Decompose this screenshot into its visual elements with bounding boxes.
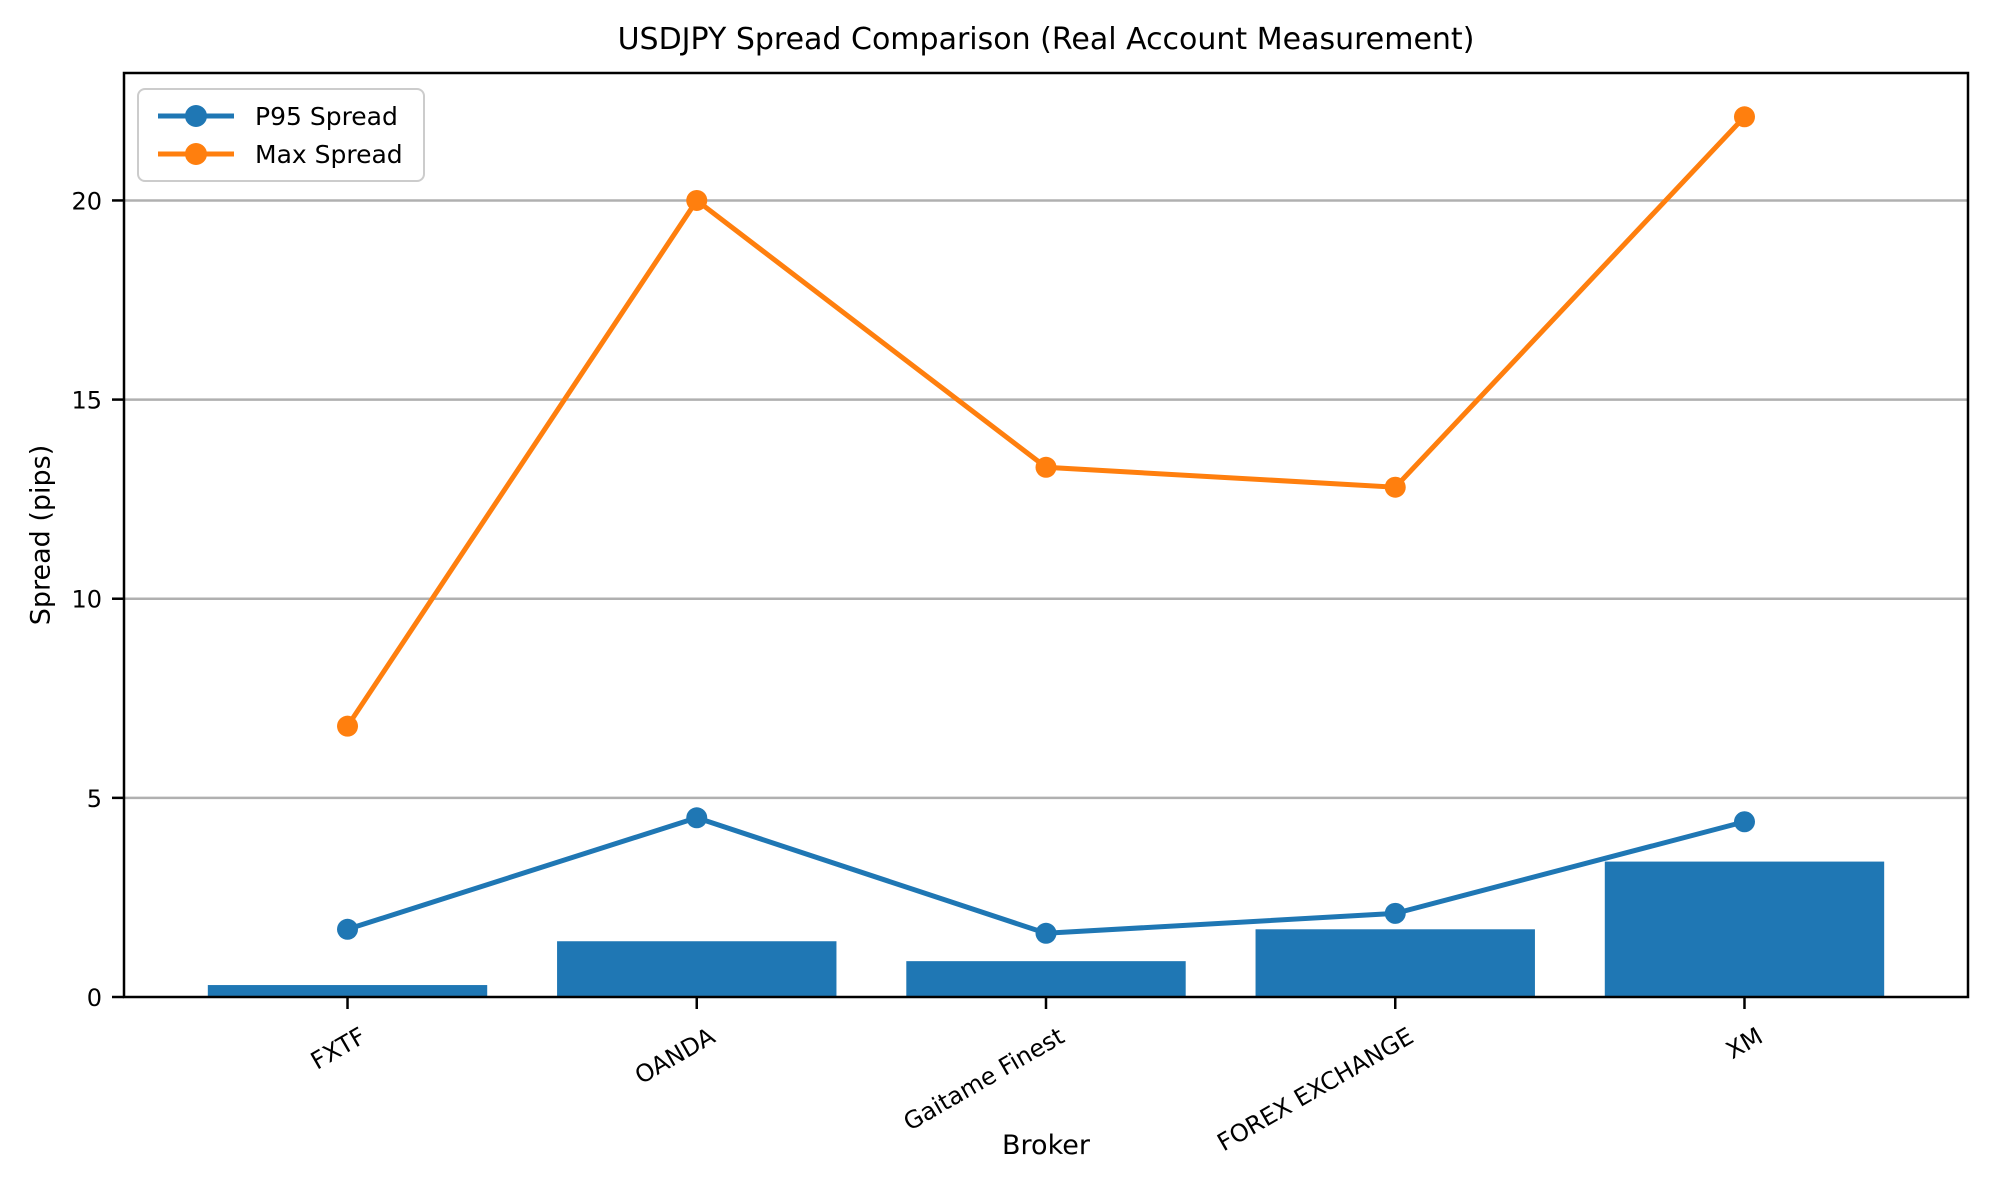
legend-entry-max: Max Spread xyxy=(147,136,409,172)
y-tick-label: 0 xyxy=(87,984,102,1012)
y-tick-label: 15 xyxy=(71,387,102,415)
y-tick-label: 5 xyxy=(87,785,102,813)
y-axis-label: Spread (pips) xyxy=(25,444,57,626)
marker-p95-spread-fxtf xyxy=(337,918,359,940)
x-tick-label-fxtf: FXTF xyxy=(306,1022,370,1075)
marker-max-spread-forex-exchange xyxy=(1384,476,1406,498)
marker-max-spread-gaitame-finest xyxy=(1035,456,1057,478)
legend-line-marker-p95-icon xyxy=(158,105,234,127)
bar-fxtf xyxy=(207,985,488,997)
bar-xm xyxy=(1604,861,1885,997)
x-axis-label: Broker xyxy=(1002,1130,1090,1161)
axes-spines xyxy=(122,71,1970,999)
bar-gaitame-finest xyxy=(906,961,1186,997)
line-max-spread xyxy=(345,115,1747,728)
legend-label-p95: P95 Spread xyxy=(255,101,398,131)
chart-title: USDJPY Spread Comparison (Real Account M… xyxy=(617,22,1475,57)
marker-max-spread-fxtf xyxy=(337,715,359,737)
bar-forex-exchange xyxy=(1255,929,1535,997)
marker-max-spread-oanda xyxy=(686,189,708,211)
marker-p95-spread-xm xyxy=(1733,811,1755,833)
legend-label-max: Max Spread xyxy=(255,139,403,169)
legend-entry-p95: P95 Spread xyxy=(147,98,409,134)
x-tick-label-gaitame-finest: Gaitame Finest xyxy=(899,1022,1069,1136)
y-tick-label: 20 xyxy=(71,187,102,215)
marker-max-spread-xm xyxy=(1733,106,1755,128)
legend: P95 Spread Max Spread xyxy=(137,88,425,182)
x-tick-label-oanda: OANDA xyxy=(630,1022,720,1090)
marker-p95-spread-oanda xyxy=(686,807,708,829)
line-p95-spread xyxy=(346,815,1746,936)
bar-oanda xyxy=(557,941,837,997)
marker-p95-spread-gaitame-finest xyxy=(1035,922,1057,944)
y-tick-label: 10 xyxy=(71,586,102,614)
marker-p95-spread-forex-exchange xyxy=(1384,902,1406,924)
legend-line-marker-max-icon xyxy=(158,143,234,165)
x-tick-label-xm: XM xyxy=(1721,1022,1767,1065)
